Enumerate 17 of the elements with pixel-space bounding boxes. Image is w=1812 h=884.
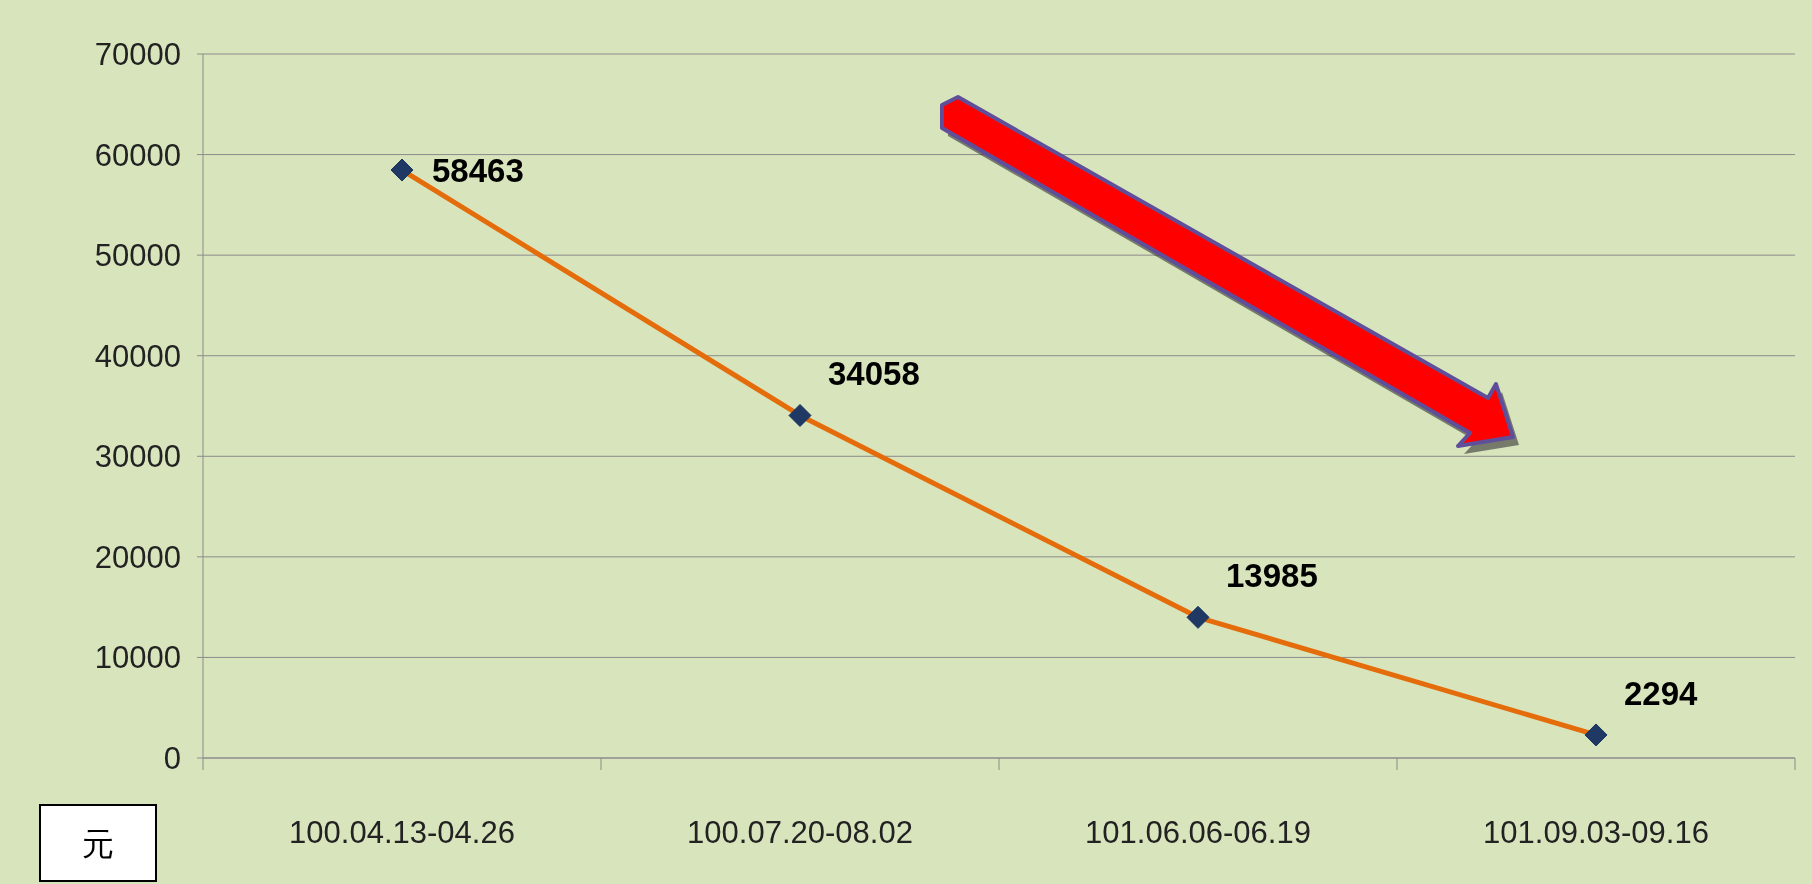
x-tick-label: 100.07.20-08.02 (687, 815, 913, 850)
y-tick-label: 60000 (94, 137, 181, 173)
x-tick-label: 101.09.03-09.16 (1483, 815, 1709, 850)
data-label: 58463 (432, 152, 524, 190)
data-label: 13985 (1226, 557, 1318, 595)
y-tick-label: 20000 (94, 539, 181, 575)
y-axis-title: 元 (82, 826, 114, 862)
y-tick-label: 40000 (94, 338, 181, 374)
data-label: 2294 (1624, 674, 1699, 712)
y-tick-label: 50000 (94, 238, 181, 274)
x-tick-label: 100.04.13-04.26 (289, 815, 515, 850)
x-tick-label: 101.06.06-06.19 (1085, 815, 1311, 850)
y-tick-label: 10000 (94, 640, 181, 676)
y-tick-label: 70000 (94, 37, 181, 72)
y-tick-label: 30000 (94, 439, 181, 475)
data-label: 34058 (828, 355, 920, 393)
y-tick-label: 0 (163, 741, 181, 776)
